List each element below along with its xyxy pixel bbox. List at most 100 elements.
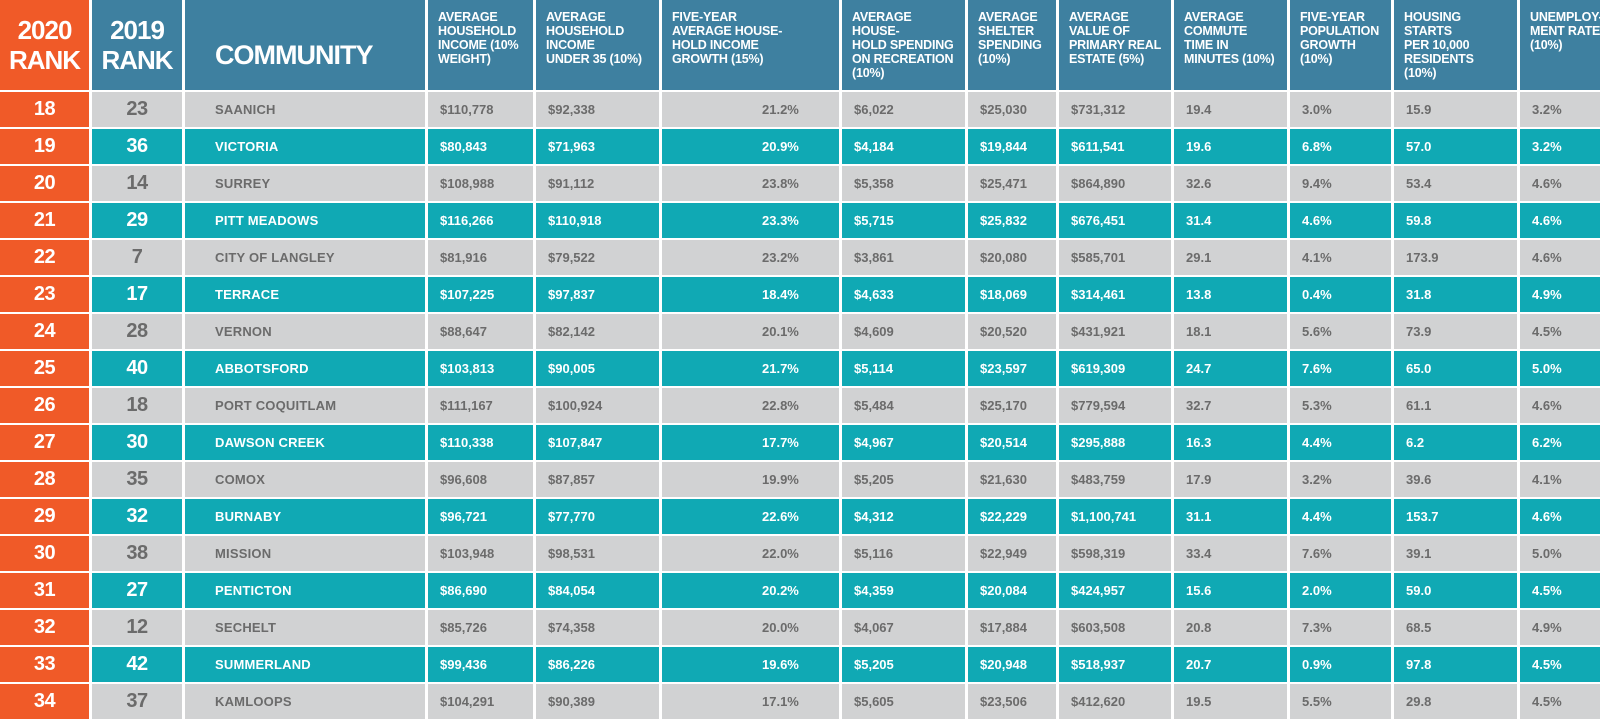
cell-shelter-spending: $23,506: [968, 684, 1056, 719]
cell-shelter-spending: $20,514: [968, 425, 1056, 460]
cell-real-estate-value: $1,100,741: [1059, 499, 1171, 534]
cell-rank-2020: 22: [0, 240, 89, 275]
cell-rank-2019: 27: [92, 573, 182, 608]
cell-commute-time: 24.7: [1174, 351, 1287, 386]
header-recreation-spending: AVERAGE HOUSE- HOLD SPENDING ON RECREATI…: [842, 0, 965, 90]
cell-avg-income-under-35: $86,226: [536, 647, 659, 682]
cell-recreation-spending: $5,715: [842, 203, 965, 238]
cell-real-estate-value: $295,888: [1059, 425, 1171, 460]
cell-housing-starts: 15.9: [1394, 92, 1517, 127]
cell-population-growth: 4.4%: [1290, 425, 1391, 460]
cell-avg-household-income: $96,608: [428, 462, 533, 497]
cell-community: PITT MEADOWS: [185, 203, 425, 238]
cell-population-growth: 7.6%: [1290, 351, 1391, 386]
cell-recreation-spending: $6,022: [842, 92, 965, 127]
cell-recreation-spending: $5,358: [842, 166, 965, 201]
cell-unemployment-rate: 5.0%: [1520, 536, 1600, 571]
cell-housing-starts: 153.7: [1394, 499, 1517, 534]
cell-recreation-spending: $4,359: [842, 573, 965, 608]
cell-income-growth: 23.3%: [662, 203, 839, 238]
cell-unemployment-rate: 4.6%: [1520, 388, 1600, 423]
cell-real-estate-value: $314,461: [1059, 277, 1171, 312]
cell-avg-household-income: $80,843: [428, 129, 533, 164]
cell-avg-household-income: $110,778: [428, 92, 533, 127]
cell-rank-2019: 37: [92, 684, 182, 719]
cell-population-growth: 4.4%: [1290, 499, 1391, 534]
cell-income-growth: 17.1%: [662, 684, 839, 719]
cell-commute-time: 16.3: [1174, 425, 1287, 460]
cell-unemployment-rate: 4.5%: [1520, 684, 1600, 719]
cell-income-growth: 21.7%: [662, 351, 839, 386]
cell-income-growth: 22.6%: [662, 499, 839, 534]
header-avg-household-income: AVERAGE HOUSEHOLD INCOME (10% WEIGHT): [428, 0, 533, 90]
cell-shelter-spending: $25,030: [968, 92, 1056, 127]
cell-recreation-spending: $4,067: [842, 610, 965, 645]
cell-avg-income-under-35: $90,005: [536, 351, 659, 386]
cell-community: COMOX: [185, 462, 425, 497]
cell-income-growth: 20.0%: [662, 610, 839, 645]
cell-housing-starts: 57.0: [1394, 129, 1517, 164]
cell-commute-time: 20.7: [1174, 647, 1287, 682]
cell-unemployment-rate: 4.6%: [1520, 203, 1600, 238]
cell-rank-2019: 7: [92, 240, 182, 275]
cell-rank-2020: 18: [0, 92, 89, 127]
cell-avg-household-income: $88,647: [428, 314, 533, 349]
cell-community: PORT COQUITLAM: [185, 388, 425, 423]
cell-shelter-spending: $23,597: [968, 351, 1056, 386]
cell-avg-income-under-35: $77,770: [536, 499, 659, 534]
cell-avg-income-under-35: $98,531: [536, 536, 659, 571]
cell-community: SAANICH: [185, 92, 425, 127]
cell-unemployment-rate: 3.2%: [1520, 129, 1600, 164]
cell-commute-time: 20.8: [1174, 610, 1287, 645]
cell-rank-2020: 27: [0, 425, 89, 460]
cell-avg-household-income: $111,167: [428, 388, 533, 423]
header-rank-2020: 2020 RANK: [0, 0, 89, 90]
cell-recreation-spending: $5,605: [842, 684, 965, 719]
cell-commute-time: 31.4: [1174, 203, 1287, 238]
cell-unemployment-rate: 4.5%: [1520, 647, 1600, 682]
cell-population-growth: 0.9%: [1290, 647, 1391, 682]
cell-real-estate-value: $518,937: [1059, 647, 1171, 682]
cell-community: VERNON: [185, 314, 425, 349]
cell-real-estate-value: $483,759: [1059, 462, 1171, 497]
cell-population-growth: 0.4%: [1290, 277, 1391, 312]
cell-recreation-spending: $4,967: [842, 425, 965, 460]
cell-unemployment-rate: 4.6%: [1520, 240, 1600, 275]
cell-shelter-spending: $22,949: [968, 536, 1056, 571]
cell-rank-2019: 29: [92, 203, 182, 238]
cell-income-growth: 23.2%: [662, 240, 839, 275]
cell-income-growth: 22.0%: [662, 536, 839, 571]
cell-real-estate-value: $676,451: [1059, 203, 1171, 238]
cell-unemployment-rate: 6.2%: [1520, 425, 1600, 460]
cell-community: SUMMERLAND: [185, 647, 425, 682]
cell-population-growth: 6.8%: [1290, 129, 1391, 164]
cell-housing-starts: 39.6: [1394, 462, 1517, 497]
cell-housing-starts: 173.9: [1394, 240, 1517, 275]
cell-housing-starts: 65.0: [1394, 351, 1517, 386]
cell-avg-income-under-35: $74,358: [536, 610, 659, 645]
cell-housing-starts: 6.2: [1394, 425, 1517, 460]
cell-real-estate-value: $424,957: [1059, 573, 1171, 608]
cell-housing-starts: 53.4: [1394, 166, 1517, 201]
cell-avg-income-under-35: $92,338: [536, 92, 659, 127]
cell-rank-2020: 26: [0, 388, 89, 423]
cell-unemployment-rate: 3.2%: [1520, 92, 1600, 127]
cell-rank-2020: 21: [0, 203, 89, 238]
cell-avg-household-income: $107,225: [428, 277, 533, 312]
cell-avg-income-under-35: $91,112: [536, 166, 659, 201]
cell-commute-time: 17.9: [1174, 462, 1287, 497]
cell-avg-household-income: $108,988: [428, 166, 533, 201]
cell-rank-2020: 34: [0, 684, 89, 719]
cell-unemployment-rate: 4.5%: [1520, 314, 1600, 349]
cell-housing-starts: 31.8: [1394, 277, 1517, 312]
cell-population-growth: 5.5%: [1290, 684, 1391, 719]
cell-rank-2020: 28: [0, 462, 89, 497]
cell-avg-income-under-35: $82,142: [536, 314, 659, 349]
cell-income-growth: 19.6%: [662, 647, 839, 682]
header-housing-starts: HOUSING STARTS PER 10,000 RESIDENTS (10%…: [1394, 0, 1517, 90]
cell-community: BURNABY: [185, 499, 425, 534]
cell-rank-2019: 30: [92, 425, 182, 460]
cell-community: VICTORIA: [185, 129, 425, 164]
header-avg-income-under-35: AVERAGE HOUSEHOLD INCOME UNDER 35 (10%): [536, 0, 659, 90]
